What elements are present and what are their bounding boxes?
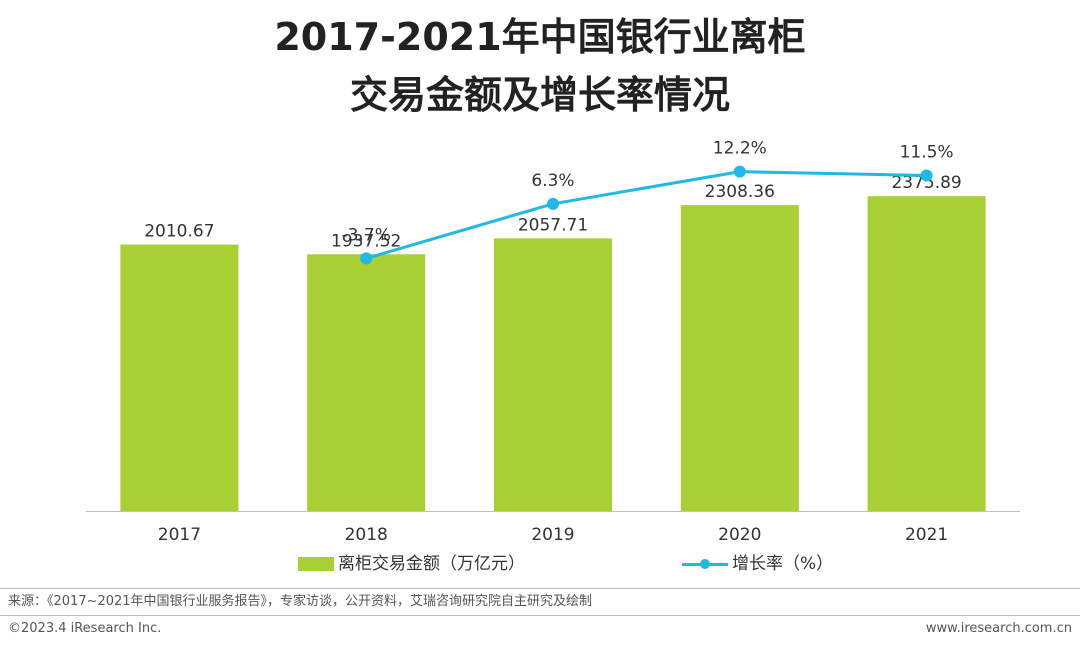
bar-2017 — [120, 244, 239, 511]
bar-2019 — [494, 238, 612, 511]
growth-point-2019 — [547, 197, 559, 210]
copyright: ©2023.4 iResearch Inc. — [8, 621, 162, 636]
growth-point-2020 — [733, 165, 746, 178]
legend-item-bar: 离柜交易金额（万亿元） — [298, 552, 525, 576]
footer-divider-2 — [0, 615, 1080, 616]
x-tick-label-2020: 2020 — [718, 525, 761, 545]
growth-label-2018: -3.7% — [342, 225, 391, 245]
x-tick-label-2018: 2018 — [345, 525, 388, 545]
bar-label-2017: 2010.67 — [144, 222, 214, 242]
footer-divider — [0, 588, 1080, 589]
bar-label-2018: 1937.52 — [331, 231, 401, 251]
growth-label-2021: 11.5% — [900, 142, 954, 162]
legend-line-label: 增长率（%） — [732, 554, 834, 574]
legend-bar-swatch — [298, 557, 334, 571]
bar-label-2019: 2057.71 — [518, 215, 588, 235]
legend-line-swatch — [682, 557, 728, 571]
x-tick-label-2021: 2021 — [905, 525, 948, 545]
bar-2018 — [307, 254, 426, 511]
source-note: 来源：《2017~2021年中国银行业服务报告》，专家访谈，公开资料，艾瑞咨询研… — [8, 594, 593, 609]
legend-bar-label: 离柜交易金额（万亿元） — [338, 554, 525, 574]
bar-2020 — [680, 205, 799, 511]
bar-2021 — [867, 196, 986, 511]
chart-title-line-2: 交易金额及增长率情况 — [349, 73, 730, 117]
growth-label-2019: 6.3% — [531, 171, 574, 191]
chart-area: 2010.67 1937.52 2057.71 2308.36 2375.89 2017 2… — [86, 139, 1020, 545]
bar-label-2021: 2375.89 — [891, 173, 961, 193]
x-tick-label-2019: 2019 — [531, 525, 574, 545]
growth-point-2018 — [360, 252, 373, 265]
growth-point-2021 — [920, 169, 933, 182]
bar-label-2020: 2308.36 — [705, 182, 775, 202]
website: www.iresearch.com.cn — [925, 621, 1072, 636]
legend-item-line: 增长率（%） — [682, 552, 833, 576]
growth-line — [365, 170, 927, 260]
chart-title-line-1: 2017-2021年中国银行业离柜 — [274, 15, 806, 59]
growth-label-2020: 12.2% — [713, 139, 767, 159]
x-tick-label-2017: 2017 — [158, 525, 201, 545]
